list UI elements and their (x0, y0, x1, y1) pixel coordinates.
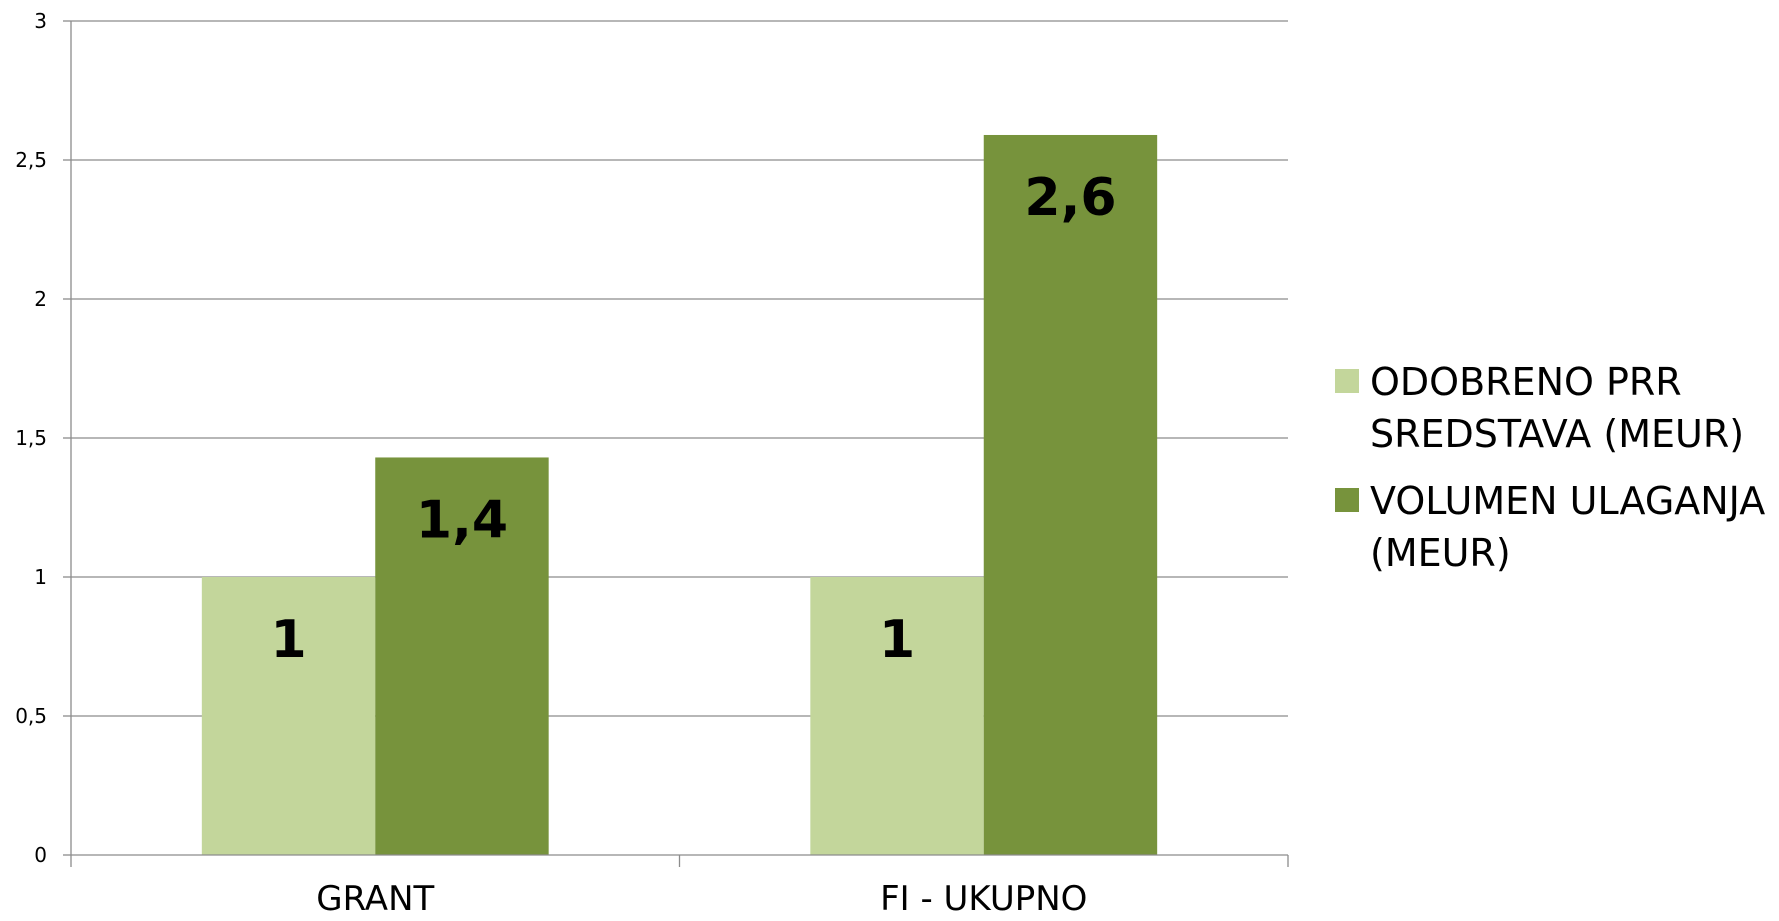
legend-swatch (1335, 488, 1359, 512)
legend-label: (MEUR) (1370, 531, 1511, 575)
y-tick-label: 2 (34, 287, 47, 311)
legend-label: VOLUMEN ULAGANJA (1370, 479, 1765, 523)
y-tick-label: 0,5 (15, 704, 47, 728)
axes (63, 20, 1289, 867)
y-tick-label: 2,5 (15, 148, 47, 172)
bar (375, 457, 549, 855)
y-axis-tick-labels: 0 0,5 1 1,5 2 2,5 3 (15, 9, 47, 867)
x-category-label: GRANT (316, 879, 434, 919)
y-tick-label: 0 (34, 843, 47, 867)
data-label: 1 (270, 610, 306, 670)
data-label: 1,4 (416, 490, 508, 550)
bar (201, 577, 376, 855)
legend-label: ODOBRENO PRR (1370, 360, 1682, 404)
x-category-label: FI - UKUPNO (880, 879, 1087, 919)
bar (810, 577, 984, 855)
data-label: 1 (879, 610, 915, 670)
y-tick-label: 1,5 (15, 426, 47, 450)
data-labels: 1 1,4 1 2,6 (270, 168, 1116, 670)
legend-swatch (1335, 369, 1359, 393)
x-axis-category-labels: GRANT FI - UKUPNO (316, 879, 1087, 919)
bars (201, 134, 1158, 856)
bar (983, 134, 1158, 856)
data-label: 2,6 (1024, 168, 1116, 228)
y-tick-label: 1 (34, 565, 47, 589)
legend: ODOBRENO PRR SREDSTAVA (MEUR) VOLUMEN ULAG… (1335, 360, 1765, 575)
y-tick-label: 3 (34, 9, 47, 33)
legend-label: SREDSTAVA (MEUR) (1370, 412, 1744, 456)
